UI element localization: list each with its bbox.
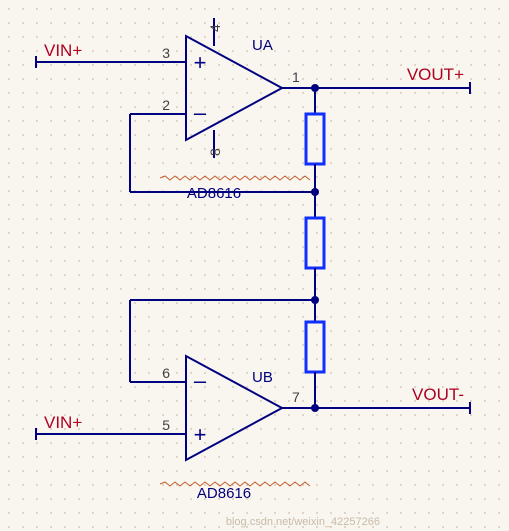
opamp-ub-minus-sign: – xyxy=(194,368,207,393)
pin-2: 2 xyxy=(162,97,170,113)
node-mid-top xyxy=(311,188,319,196)
opamp-ua-minus-sign: – xyxy=(194,100,207,125)
pin-1: 1 xyxy=(292,69,300,85)
node-out-bot xyxy=(311,404,319,412)
label-ub: UB xyxy=(252,369,273,386)
pin-3: 3 xyxy=(162,45,170,61)
resistor-r2 xyxy=(306,218,324,268)
netlabel-vout-bot: VOUT- xyxy=(412,385,464,404)
label-part-bot: AD8616 xyxy=(197,485,251,502)
opamp-ub-plus-sign: + xyxy=(194,422,207,447)
resistor-r1 xyxy=(306,114,324,164)
netlabel-vin-bot: VIN+ xyxy=(44,413,82,432)
squiggle-top xyxy=(160,176,310,180)
node-out-top xyxy=(311,84,319,92)
opamp-ua-plus-sign: + xyxy=(194,50,207,75)
label-ua: UA xyxy=(252,37,273,54)
schematic-canvas: + – + – 3 2 1 4 8 5 6 7 UA UB AD8616 AD8616 VIN+ VIN+ VOUT… xyxy=(0,0,509,531)
pin-5: 5 xyxy=(162,417,170,433)
netlabel-vin-top: VIN+ xyxy=(44,41,82,60)
pin-7: 7 xyxy=(292,389,300,405)
schematic-svg: + – + – 3 2 1 4 8 5 6 7 UA UB AD8616 AD8616 VIN+ VIN+ VOUT… xyxy=(0,0,509,531)
watermark: blog.csdn.net/weixin_42257266 xyxy=(226,516,380,528)
pin-6: 6 xyxy=(162,365,170,381)
resistor-r3 xyxy=(306,322,324,372)
node-mid-bot xyxy=(311,296,319,304)
netlabel-vout-top: VOUT+ xyxy=(407,65,464,84)
label-part-top: AD8616 xyxy=(187,185,241,202)
pin-4: 4 xyxy=(207,24,223,32)
pin-8: 8 xyxy=(207,148,223,156)
